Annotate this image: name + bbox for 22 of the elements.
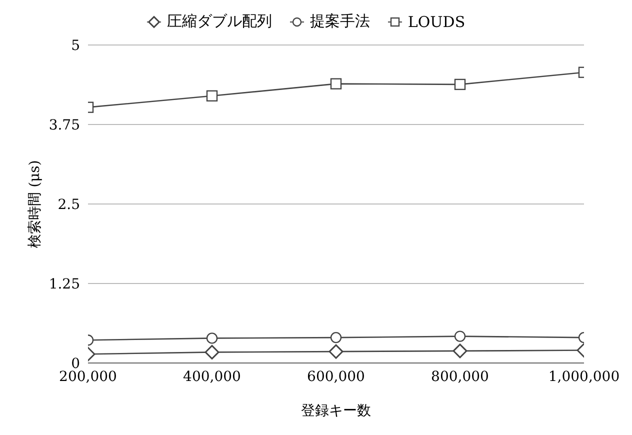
point [330,332,342,344]
point [328,344,344,359]
y-axis-title: 検索時間 (μs) [26,160,43,248]
legend-label: LOUDS [406,12,466,31]
x-tick-label: 600,000 [307,368,365,385]
point [206,332,218,344]
legend-label: 圧縮ダブル配列 [166,12,272,31]
point [454,78,466,90]
y-tick-label: 2.5 [58,196,80,213]
y-tick-label: 5 [71,38,80,54]
x-tick-label: 400,000 [183,368,241,385]
x-tick-label: 1,000,000 [548,368,620,385]
y-tick-label: 1.25 [48,276,80,292]
y-tick-label: 3.75 [48,117,80,134]
x-tick-label: 800,000 [431,368,489,385]
point [206,90,218,102]
point [454,330,466,342]
x-axis-title: 登録キー数 [301,403,371,419]
point [452,344,468,358]
point [204,344,220,360]
legend-label: 提案手法 [308,12,370,31]
point [330,78,342,90]
